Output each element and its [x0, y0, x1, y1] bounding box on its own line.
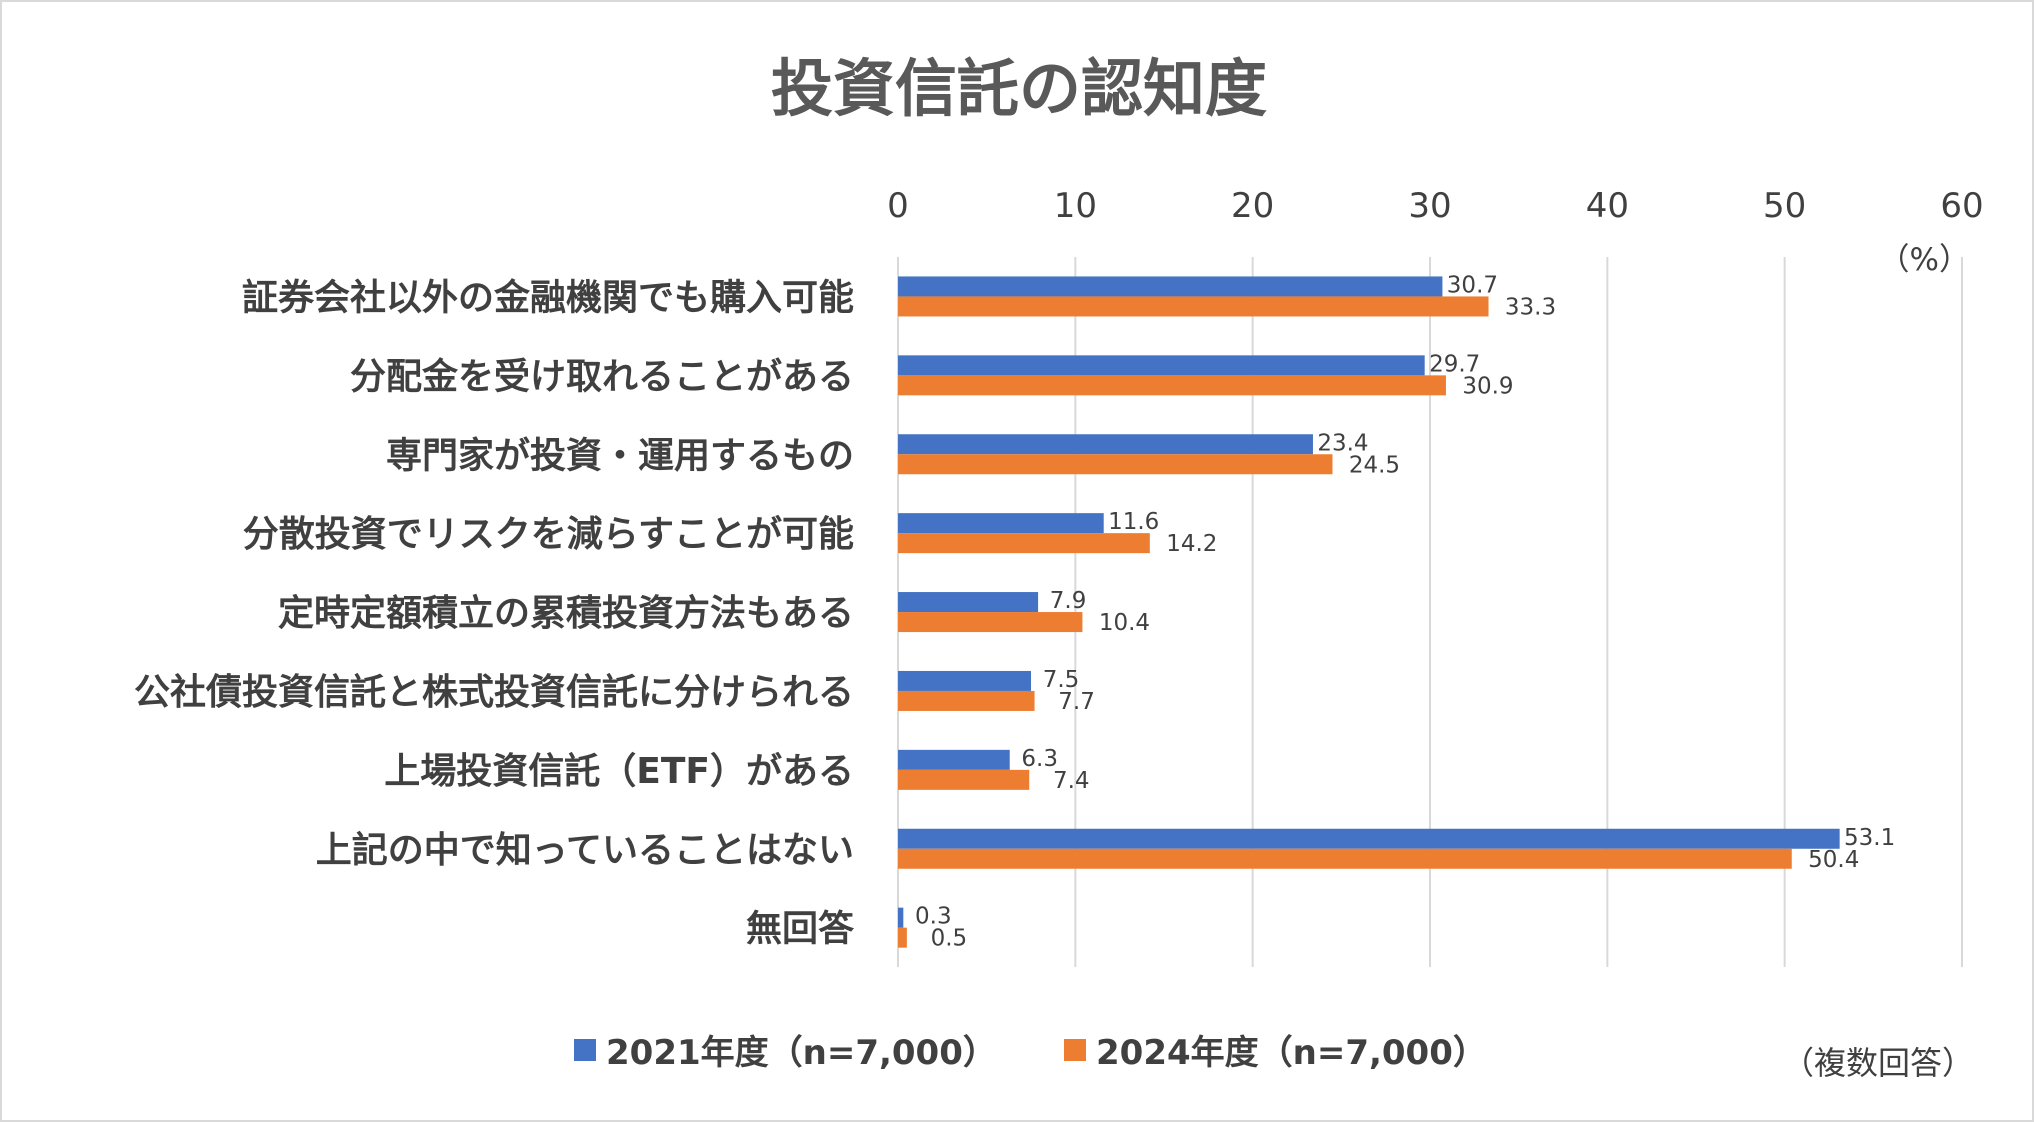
data-label: 23.4: [1317, 430, 1368, 456]
bar-series-1: [898, 434, 1313, 455]
legend-entry: 2024年度（n=7,000）: [1096, 1033, 1487, 1073]
x-tick-label: 60: [1940, 186, 1983, 226]
data-label: 7.7: [1058, 689, 1095, 715]
data-label: 33.3: [1505, 294, 1556, 320]
bar-series-2: [898, 375, 1446, 396]
data-label: 50.4: [1808, 847, 1859, 873]
category-label: 公社債投資信託と株式投資信託に分けられる: [134, 672, 854, 713]
data-label: 29.7: [1429, 351, 1480, 377]
bar-series-2: [898, 848, 1792, 869]
bars: [898, 276, 1840, 948]
x-axis-ticks: 0 10 20 30 40 50 60: [887, 186, 1983, 226]
data-label: 53.1: [1844, 825, 1895, 851]
data-label: 0.5: [931, 926, 968, 952]
legend: 2021年度（n=7,000） 2024年度（n=7,000）: [574, 1033, 1487, 1073]
category-label: 上場投資信託（ETF）がある: [384, 751, 854, 792]
data-label: 7.9: [1050, 588, 1087, 614]
data-label: 7.4: [1053, 768, 1090, 794]
data-label: 30.9: [1462, 373, 1513, 399]
bar-series-2: [898, 612, 1083, 633]
bar-series-1: [898, 907, 904, 928]
category-label: 分配金を受け取れることがある: [350, 355, 854, 397]
category-label: 無回答: [746, 909, 855, 950]
data-label: 10.4: [1099, 610, 1150, 636]
bar-series-1: [898, 828, 1840, 849]
category-label: 分散投資でリスクを減らすことが可能: [243, 514, 854, 555]
data-label: 14.2: [1166, 531, 1217, 557]
bar-series-1: [898, 276, 1443, 297]
data-label: 11.6: [1108, 509, 1159, 535]
legend-swatch: [574, 1039, 596, 1061]
footnote: （複数回答）: [1782, 1044, 1974, 1082]
legend-entry: 2021年度（n=7,000）: [606, 1033, 997, 1073]
bar-series-1: [898, 592, 1039, 613]
x-tick-label: 30: [1408, 186, 1451, 226]
data-label: 24.5: [1349, 452, 1400, 478]
x-tick-label: 50: [1763, 186, 1806, 226]
bar-series-1: [898, 513, 1104, 534]
x-tick-label: 20: [1231, 186, 1274, 226]
bar-series-2: [898, 533, 1150, 554]
unit-label: （%）: [1879, 242, 1970, 278]
category-labels: 証券会社以外の金融機関でも購入可能分配金を受け取れることがある専門家が投資・運用…: [134, 276, 855, 949]
bar-series-1: [898, 749, 1010, 770]
data-label: 7.5: [1043, 667, 1080, 693]
x-tick-label: 10: [1054, 186, 1097, 226]
category-label: 上記の中で知っていることはない: [316, 830, 854, 871]
data-labels: 30.7 33.3 29.730.9 23.424.5 11.6 14.2 7.9 10.4 7…: [915, 272, 1895, 951]
bar-series-1: [898, 670, 1031, 691]
x-tick-label: 40: [1586, 186, 1629, 226]
bar-series-2: [898, 690, 1035, 711]
category-label: 証券会社以外の金融機関でも購入可能: [242, 276, 854, 318]
bar-series-2: [898, 927, 907, 948]
bar-series-2: [898, 296, 1489, 317]
chart-title: 投資信託の認知度: [771, 52, 1267, 125]
data-label: 30.7: [1447, 272, 1498, 298]
bar-series-2: [898, 454, 1333, 475]
data-label: 0.3: [915, 904, 952, 930]
category-label: 専門家が投資・運用するもの: [386, 435, 854, 476]
category-label: 定時定額積立の累積投資方法もある: [278, 593, 854, 634]
bar-series-1: [898, 355, 1425, 376]
bar-series-2: [898, 769, 1030, 790]
legend-swatch: [1064, 1039, 1086, 1061]
data-label: 6.3: [1021, 746, 1058, 772]
x-tick-label: 0: [887, 186, 909, 226]
